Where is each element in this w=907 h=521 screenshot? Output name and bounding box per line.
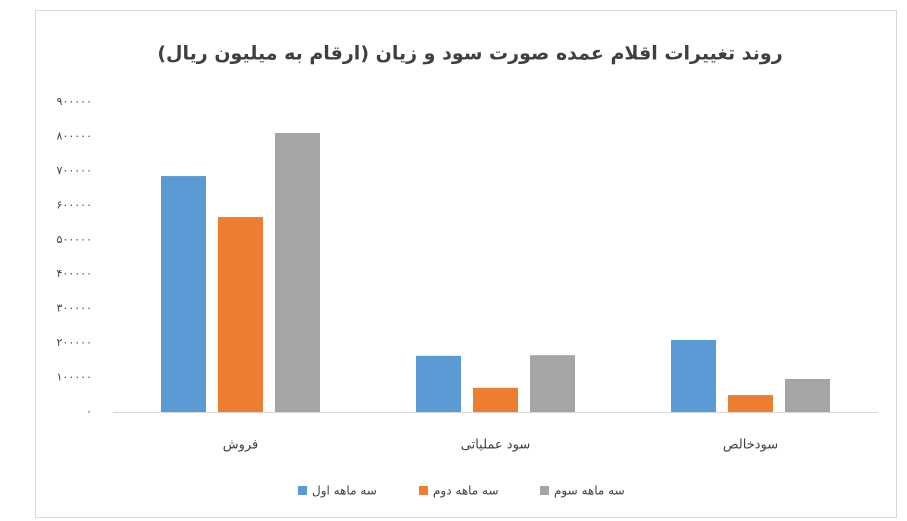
y-tick-label: ۲۰۰۰۰۰ [57, 336, 92, 349]
bar [218, 217, 263, 412]
x-tick-label: سودخالص [723, 438, 778, 453]
bar [473, 387, 518, 412]
y-tick-label: ۳۰۰۰۰۰ [57, 302, 92, 315]
y-tick-label: ۴۰۰۰۰۰ [57, 267, 92, 280]
bar [671, 340, 716, 412]
y-tick-label: ۹۰۰۰۰۰ [57, 95, 92, 108]
chart-title: روند تغییرات اقلام عمده صورت سود و زیان … [157, 43, 782, 65]
legend-label: سه ماهه دوم [433, 484, 499, 499]
bar [275, 133, 320, 412]
bar [785, 378, 830, 412]
bar [416, 355, 461, 412]
x-tick-label: فروش [223, 438, 259, 453]
y-tick-label: ۷۰۰۰۰۰ [57, 164, 92, 177]
bar [728, 395, 773, 412]
y-tick-label: ۸۰۰۰۰۰ [57, 129, 92, 142]
y-tick-label: ۱۰۰۰۰۰ [57, 371, 92, 384]
bar [530, 355, 575, 412]
legend-label: سه ماهه سوم [554, 484, 625, 499]
legend-swatch [540, 486, 549, 495]
y-tick-label: ۰ [86, 405, 92, 418]
y-tick-label: ۶۰۰۰۰۰ [57, 198, 92, 211]
y-tick-label: ۵۰۰۰۰۰ [57, 233, 92, 246]
legend-swatch [298, 486, 307, 495]
x-tick-label: سود عملیاتی [461, 438, 530, 453]
legend-swatch [419, 486, 428, 495]
bar [161, 176, 206, 412]
legend-label: سه ماهه اول [312, 484, 377, 499]
